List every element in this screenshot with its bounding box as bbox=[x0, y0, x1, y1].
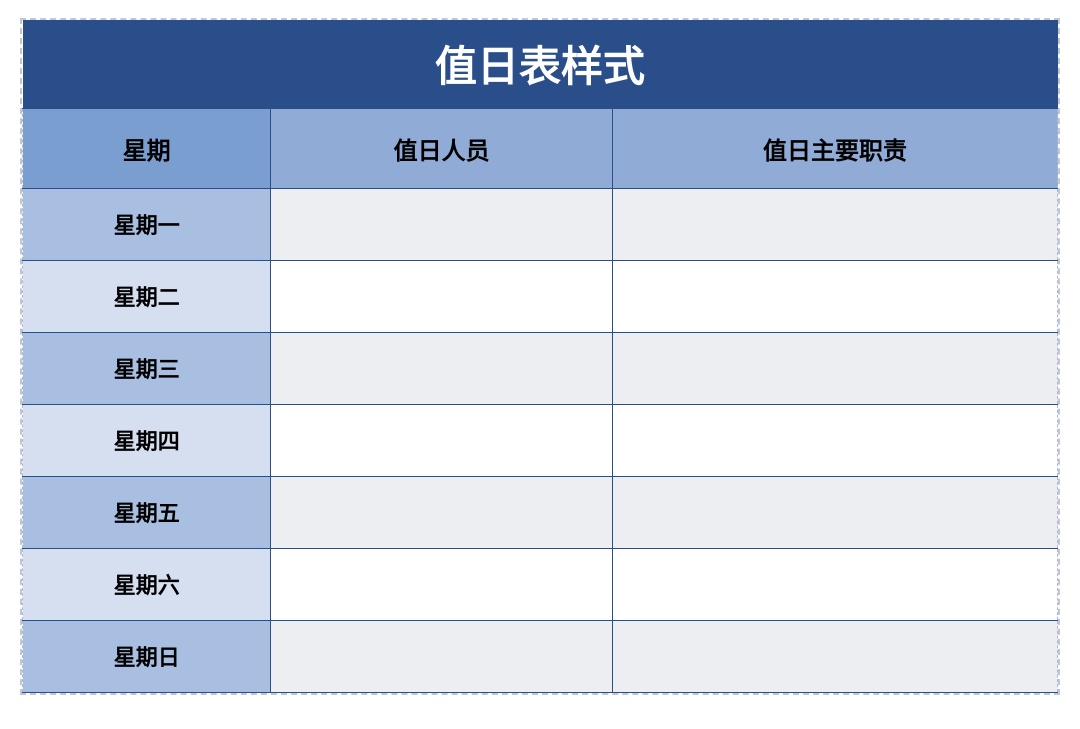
cell-person bbox=[271, 476, 613, 548]
table-title: 值日表样式 bbox=[23, 20, 1058, 108]
table-row: 星期三 bbox=[23, 332, 1058, 404]
cell-person bbox=[271, 404, 613, 476]
cell-duty bbox=[612, 260, 1057, 332]
header-day: 星期 bbox=[23, 108, 271, 188]
title-row: 值日表样式 bbox=[23, 20, 1058, 108]
cell-day: 星期三 bbox=[23, 332, 271, 404]
duty-table: 值日表样式 星期 值日人员 值日主要职责 星期一星期二星期三星期四星期五星期六星… bbox=[22, 20, 1058, 693]
table-row: 星期四 bbox=[23, 404, 1058, 476]
table-body: 星期一星期二星期三星期四星期五星期六星期日 bbox=[23, 188, 1058, 692]
table-row: 星期一 bbox=[23, 188, 1058, 260]
duty-table-container: 值日表样式 星期 值日人员 值日主要职责 星期一星期二星期三星期四星期五星期六星… bbox=[20, 18, 1060, 695]
cell-duty bbox=[612, 188, 1057, 260]
cell-day: 星期日 bbox=[23, 620, 271, 692]
cell-day: 星期四 bbox=[23, 404, 271, 476]
cell-person bbox=[271, 332, 613, 404]
cell-person bbox=[271, 548, 613, 620]
cell-duty bbox=[612, 404, 1057, 476]
cell-day: 星期二 bbox=[23, 260, 271, 332]
cell-duty bbox=[612, 332, 1057, 404]
cell-day: 星期六 bbox=[23, 548, 271, 620]
cell-person bbox=[271, 620, 613, 692]
header-row: 星期 值日人员 值日主要职责 bbox=[23, 108, 1058, 188]
table-row: 星期日 bbox=[23, 620, 1058, 692]
header-duty: 值日主要职责 bbox=[612, 108, 1057, 188]
cell-person bbox=[271, 188, 613, 260]
table-row: 星期五 bbox=[23, 476, 1058, 548]
cell-duty bbox=[612, 620, 1057, 692]
cell-day: 星期五 bbox=[23, 476, 271, 548]
table-row: 星期二 bbox=[23, 260, 1058, 332]
cell-person bbox=[271, 260, 613, 332]
cell-day: 星期一 bbox=[23, 188, 271, 260]
cell-duty bbox=[612, 476, 1057, 548]
header-person: 值日人员 bbox=[271, 108, 613, 188]
table-row: 星期六 bbox=[23, 548, 1058, 620]
cell-duty bbox=[612, 548, 1057, 620]
